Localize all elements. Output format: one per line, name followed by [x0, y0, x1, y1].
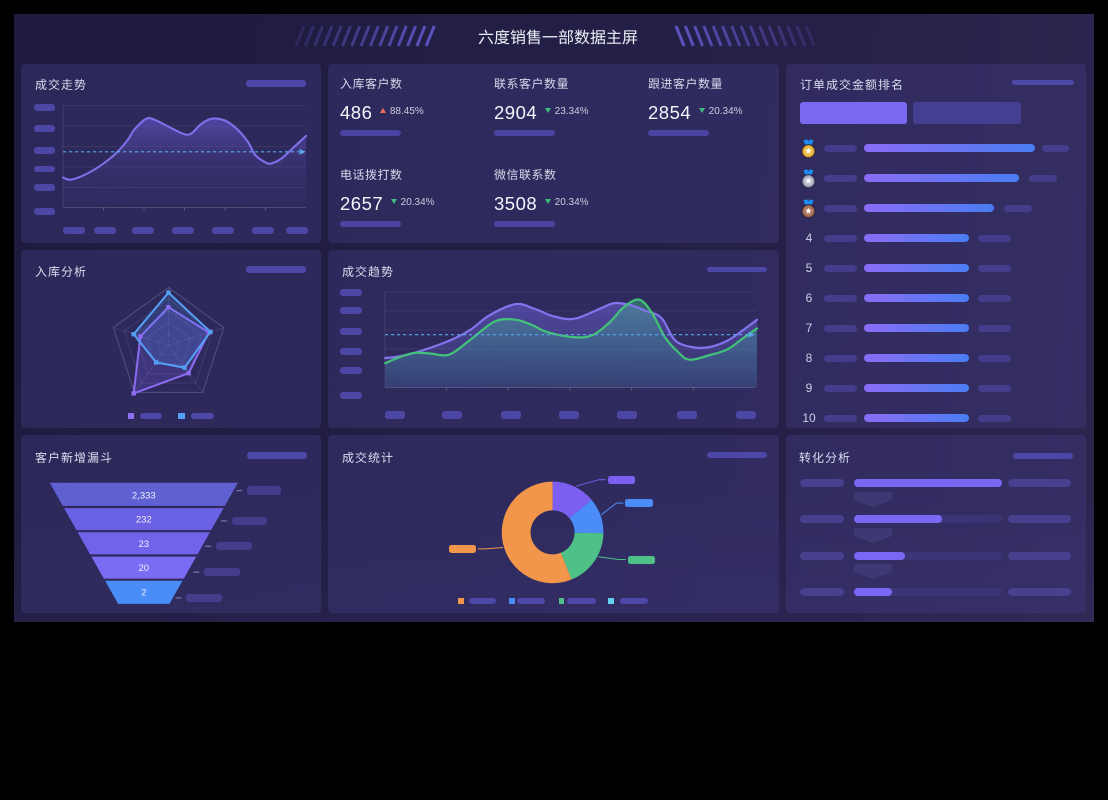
svg-text:232: 232 — [136, 515, 152, 526]
svg-text:2,333: 2,333 — [132, 490, 156, 501]
svg-text:20: 20 — [139, 563, 150, 574]
svg-text:2: 2 — [141, 587, 146, 598]
svg-text:23: 23 — [139, 539, 150, 550]
